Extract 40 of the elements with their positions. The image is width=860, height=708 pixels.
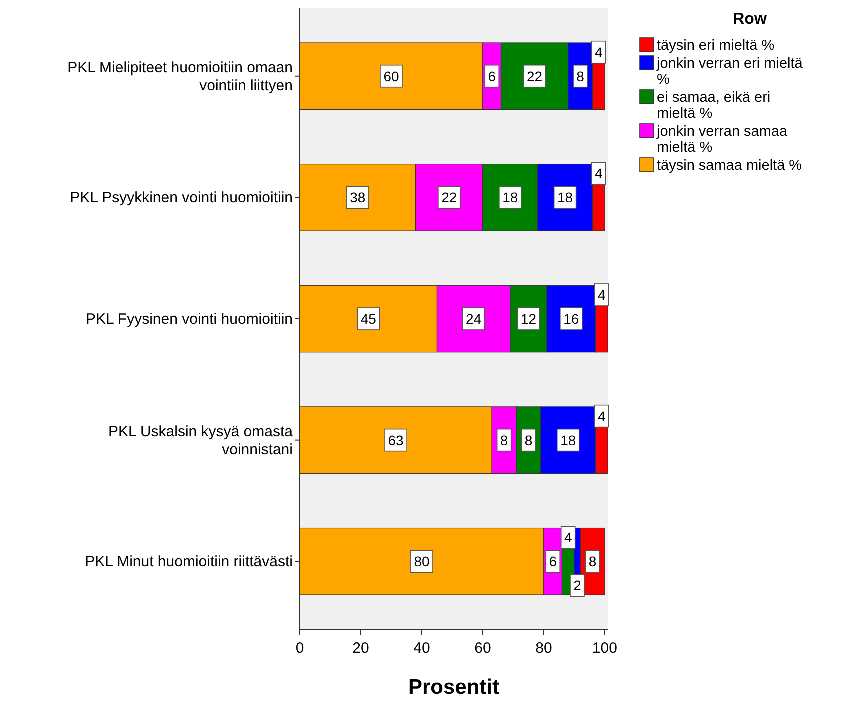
data-label: 18 — [558, 190, 574, 206]
data-label: 2 — [574, 578, 582, 594]
data-label: 18 — [560, 432, 576, 448]
x-tick-label: 100 — [592, 640, 618, 657]
data-label: 22 — [527, 68, 543, 84]
data-label: 38 — [350, 190, 366, 206]
data-label: 22 — [442, 190, 458, 206]
x-tick-label: 40 — [414, 640, 430, 657]
x-tick-label: 60 — [474, 640, 492, 657]
y-tick-label: PKL Minut huomioitiin riittävästi — [85, 554, 293, 571]
data-label: 4 — [594, 44, 603, 60]
data-label: 8 — [576, 68, 585, 84]
data-label: 60 — [384, 68, 400, 84]
data-label: 4 — [598, 408, 606, 424]
data-label: 4 — [594, 166, 603, 182]
y-tick-label: PKL Fyysinen vointi huomioitiin — [86, 311, 293, 328]
x-tick-label: 20 — [352, 640, 370, 657]
data-label: 4 — [598, 287, 606, 303]
legend-label: täysin eri mieltä % — [657, 38, 775, 54]
data-label: 63 — [388, 432, 404, 448]
y-tick-label: PKL Uskalsin kysyä omasta voinnistani — [108, 423, 294, 458]
data-label: 8 — [500, 432, 508, 448]
data-label: 24 — [466, 311, 482, 327]
data-label: 45 — [360, 311, 377, 327]
y-tick-label: PKL Mielipiteet huomioitiin omaan vointiin liittyen — [68, 59, 293, 94]
data-label: 4 — [564, 530, 572, 546]
data-label: 16 — [564, 311, 580, 327]
x-tick-label: 0 — [296, 640, 304, 657]
data-label: 6 — [549, 554, 558, 570]
x-axis-title: Prosentit — [408, 676, 500, 699]
y-tick-label: PKL Psyykkinen vointi huomioitiin — [70, 190, 293, 207]
data-label: 12 — [520, 311, 537, 327]
legend-label: täysin samaa mieltä % — [657, 158, 802, 174]
data-label: 8 — [524, 432, 533, 448]
legend-title: Row — [733, 11, 768, 28]
data-label: 18 — [502, 190, 518, 206]
data-label: 6 — [488, 68, 496, 84]
data-label: 8 — [588, 554, 597, 570]
data-label: 80 — [414, 554, 430, 570]
x-tick-label: 80 — [536, 640, 552, 657]
